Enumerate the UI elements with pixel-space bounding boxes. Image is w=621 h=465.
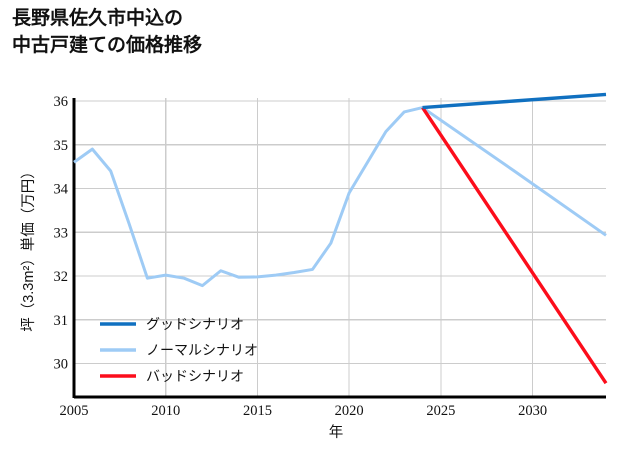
- chart-title: 長野県佐久市中込の 中古戸建ての価格推移: [12, 8, 203, 56]
- y-tick-label: 36: [54, 94, 69, 110]
- y-tick-label: 31: [54, 313, 69, 329]
- x-tick-label: 2010: [151, 403, 180, 419]
- y-axis-title: 坪（3.3m²）単価（万円）: [20, 164, 37, 332]
- y-axis-tick-labels: 30 31 32 33 34 35 36: [54, 94, 69, 373]
- series-line-good: [422, 92, 607, 110]
- legend-label-normal: ノーマルシナリオ: [146, 342, 258, 358]
- series-line-bad: [421, 106, 608, 385]
- series-line-normal: [73, 106, 607, 288]
- x-tick-label: 2030: [518, 403, 547, 419]
- x-tick-label: 2020: [335, 403, 364, 419]
- data-series-group: [73, 92, 608, 385]
- x-axis-title: 年: [329, 424, 344, 441]
- y-tick-label: 35: [54, 138, 69, 154]
- x-tick-label: 2005: [60, 403, 89, 419]
- y-tick-label: 32: [54, 269, 69, 285]
- y-tick-label: 33: [54, 225, 69, 241]
- legend-label-good: グッドシナリオ: [146, 316, 244, 332]
- x-axis-tick-labels: 2005 2010 2015 2020 2025 2030: [60, 403, 548, 419]
- y-tick-label: 34: [54, 182, 69, 198]
- legend-label-bad: バッドシナリオ: [146, 368, 244, 384]
- x-tick-label: 2015: [243, 403, 272, 419]
- y-tick-label: 30: [54, 357, 69, 373]
- x-tick-label: 2025: [426, 403, 455, 419]
